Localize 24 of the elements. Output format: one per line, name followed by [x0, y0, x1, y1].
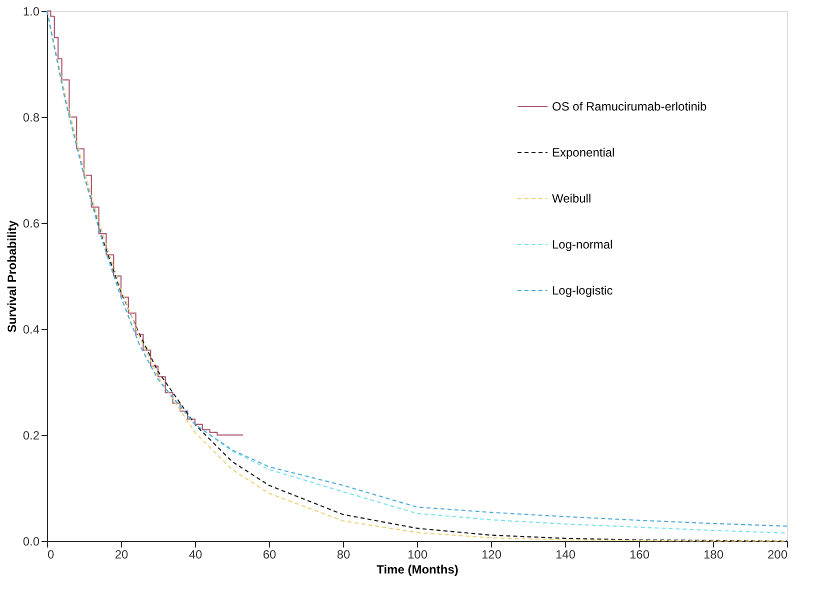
y-tick-label: 0.2	[22, 428, 40, 442]
y-tick-label: 0.0	[22, 534, 40, 548]
y-tick-label: 1.0	[22, 4, 40, 18]
x-tick-label: 60	[262, 548, 276, 562]
legend-label: Log-normal	[552, 238, 613, 252]
x-tick-label: 180	[703, 548, 724, 562]
legend-label: Log-logistic	[552, 284, 613, 298]
x-tick-label: 0	[48, 548, 54, 562]
y-tick-label: 0.4	[22, 322, 40, 336]
x-tick-label: 80	[336, 548, 350, 562]
y-tick-label: 0.8	[22, 110, 40, 124]
y-tick-label: 0.6	[22, 216, 40, 230]
x-tick-label: 100	[407, 548, 428, 562]
x-tick-label: 160	[629, 548, 650, 562]
x-tick-label: 120	[481, 548, 502, 562]
x-tick-label: 200	[767, 548, 788, 562]
legend-label: OS of Ramucirumab-erlotinib	[552, 100, 708, 114]
x-tick-label: 40	[188, 548, 202, 562]
legend-label: Weibull	[552, 192, 592, 206]
x-tick-label: 20	[114, 548, 128, 562]
x-tick-label: 140	[555, 548, 576, 562]
legend-label: Exponential	[552, 146, 615, 160]
y-axis-title: Survival Probability	[4, 220, 19, 333]
x-axis-title: Time (Months)	[376, 562, 458, 576]
